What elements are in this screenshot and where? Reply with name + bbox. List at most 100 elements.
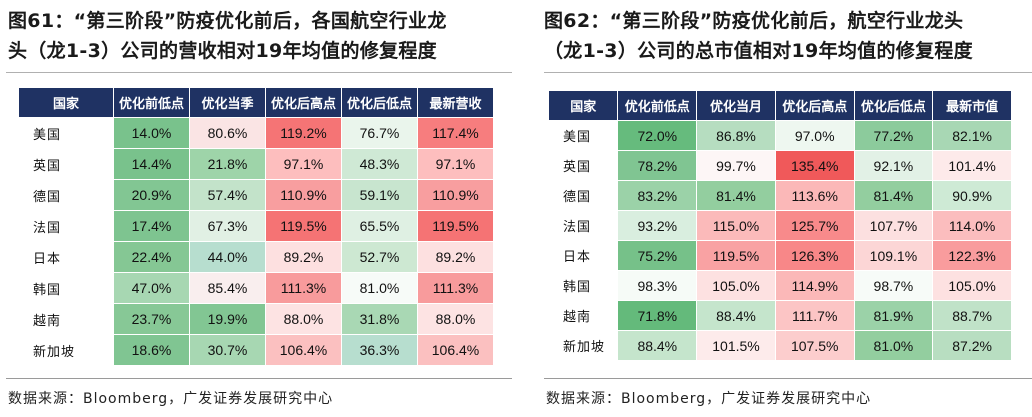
title-divider xyxy=(544,72,1032,73)
table-row: 英国 78.2% 99.7% 135.4% 92.1% 101.4% xyxy=(547,150,1012,181)
value-cell: 101.5% xyxy=(696,330,776,361)
value-cell: 67.3% xyxy=(189,210,266,242)
figure-62-panel: 图62：“第三阶段”防疫优化前后，航空行业龙头 （龙1-3）公司的总市值相对19… xyxy=(536,0,1032,417)
value-cell: 23.7% xyxy=(113,303,190,335)
source-note: 数据来源：Bloomberg，广发证券发展研究中心 xyxy=(546,391,872,407)
value-cell: 105.0% xyxy=(932,270,1012,301)
value-cell: 107.5% xyxy=(774,330,855,361)
column-header-country: 国家 xyxy=(547,90,619,121)
value-cell: 52.7% xyxy=(341,241,418,273)
value-cell: 88.7% xyxy=(932,300,1012,331)
value-cell: 72.0% xyxy=(617,120,698,151)
table-row: 英国 14.4% 21.8% 97.1% 48.3% 97.1% xyxy=(18,148,494,180)
table-row: 美国 14.0% 80.6% 119.2% 76.7% 117.4% xyxy=(18,117,494,149)
table-row: 日本 75.2% 119.5% 126.3% 109.1% 122.3% xyxy=(547,240,1012,271)
table-row: 法国 93.2% 115.0% 125.7% 107.7% 114.0% xyxy=(547,210,1012,241)
table-row: 德国 20.9% 57.4% 110.9% 59.1% 110.9% xyxy=(18,179,494,211)
value-cell: 88.4% xyxy=(696,300,776,331)
country-cell: 德国 xyxy=(547,180,619,211)
table-row: 韩国 47.0% 85.4% 111.3% 81.0% 111.3% xyxy=(18,272,494,304)
figure-title: 图61：“第三阶段”防疫优化前后，各国航空行业龙 头（龙1-3）公司的营收相对1… xyxy=(8,6,510,66)
value-cell: 119.5% xyxy=(417,210,494,242)
value-cell: 114.0% xyxy=(932,210,1012,241)
table-row: 法国 17.4% 67.3% 119.5% 65.5% 119.5% xyxy=(18,210,494,242)
value-cell: 47.0% xyxy=(113,272,190,304)
figure-title-line-1: 图62：“第三阶段”防疫优化前后，航空行业龙头 xyxy=(544,10,964,32)
value-cell: 71.8% xyxy=(617,300,698,331)
value-cell: 98.7% xyxy=(853,270,934,301)
column-header: 优化后高点 xyxy=(774,90,855,121)
table-row: 日本 22.4% 44.0% 89.2% 52.7% 89.2% xyxy=(18,241,494,273)
value-cell: 105.0% xyxy=(696,270,776,301)
value-cell: 122.3% xyxy=(932,240,1012,271)
column-header: 优化前低点 xyxy=(113,87,190,118)
value-cell: 83.2% xyxy=(617,180,698,211)
value-cell: 88.0% xyxy=(265,303,342,335)
column-header: 优化后低点 xyxy=(853,90,934,121)
table-row: 德国 83.2% 81.4% 113.6% 81.4% 90.9% xyxy=(547,180,1012,211)
value-cell: 97.1% xyxy=(265,148,342,180)
value-cell: 97.0% xyxy=(774,120,855,151)
table-row: 新加坡 18.6% 30.7% 106.4% 36.3% 106.4% xyxy=(18,334,494,366)
value-cell: 87.2% xyxy=(932,330,1012,361)
column-header: 最新营收 xyxy=(417,87,494,118)
value-cell: 88.4% xyxy=(617,330,698,361)
column-header: 优化后高点 xyxy=(265,87,342,118)
column-header: 优化当月 xyxy=(696,90,776,121)
country-cell: 英国 xyxy=(547,150,619,181)
value-cell: 57.4% xyxy=(189,179,266,211)
value-cell: 81.4% xyxy=(853,180,934,211)
source-note: 数据来源：Bloomberg，广发证券发展研究中心 xyxy=(8,391,334,407)
column-header: 最新市值 xyxy=(932,90,1012,121)
value-cell: 14.4% xyxy=(113,148,190,180)
value-cell: 80.6% xyxy=(189,117,266,149)
country-cell: 新加坡 xyxy=(547,330,619,361)
value-cell: 75.2% xyxy=(617,240,698,271)
table-row: 新加坡 88.4% 101.5% 107.5% 81.0% 87.2% xyxy=(547,330,1012,361)
table-row: 美国 72.0% 86.8% 97.0% 77.2% 82.1% xyxy=(547,120,1012,151)
value-cell: 89.2% xyxy=(417,241,494,273)
value-cell: 48.3% xyxy=(341,148,418,180)
country-cell: 法国 xyxy=(547,210,619,241)
value-cell: 21.8% xyxy=(189,148,266,180)
country-cell: 越南 xyxy=(547,300,619,331)
value-cell: 82.1% xyxy=(932,120,1012,151)
figure-61-panel: 图61：“第三阶段”防疫优化前后，各国航空行业龙 头（龙1-3）公司的营收相对1… xyxy=(0,0,514,417)
value-cell: 101.4% xyxy=(932,150,1012,181)
column-header-country: 国家 xyxy=(18,87,114,118)
table-row: 韩国 98.3% 105.0% 114.9% 98.7% 105.0% xyxy=(547,270,1012,301)
value-cell: 81.4% xyxy=(696,180,776,211)
country-cell: 德国 xyxy=(18,179,114,211)
table-row: 越南 23.7% 19.9% 88.0% 31.8% 88.0% xyxy=(18,303,494,335)
value-cell: 119.5% xyxy=(265,210,342,242)
column-header: 优化前低点 xyxy=(617,90,698,121)
value-cell: 36.3% xyxy=(341,334,418,366)
value-cell: 78.2% xyxy=(617,150,698,181)
revenue-recovery-table: 国家 优化前低点 优化当季 优化后高点 优化后低点 最新营收 美国 14.0% 80.6% 11… xyxy=(18,87,494,366)
table-row: 越南 71.8% 88.4% 111.7% 81.9% 88.7% xyxy=(547,300,1012,331)
market-cap-recovery-table: 国家 优化前低点 优化当月 优化后高点 优化后低点 最新市值 美国 72.0% 86.8% 97… xyxy=(547,90,1012,361)
value-cell: 20.9% xyxy=(113,179,190,211)
value-cell: 106.4% xyxy=(265,334,342,366)
table-header-row: 国家 优化前低点 优化当季 优化后高点 优化后低点 最新营收 xyxy=(18,87,494,118)
value-cell: 107.7% xyxy=(853,210,934,241)
value-cell: 109.1% xyxy=(853,240,934,271)
value-cell: 135.4% xyxy=(774,150,855,181)
figure-title-line-2: （龙1-3）公司的总市值相对19年均值的修复程度 xyxy=(544,40,973,62)
value-cell: 81.0% xyxy=(341,272,418,304)
country-cell: 韩国 xyxy=(547,270,619,301)
country-cell: 新加坡 xyxy=(18,334,114,366)
value-cell: 98.3% xyxy=(617,270,698,301)
value-cell: 31.8% xyxy=(341,303,418,335)
value-cell: 110.9% xyxy=(265,179,342,211)
table-header-row: 国家 优化前低点 优化当月 优化后高点 优化后低点 最新市值 xyxy=(547,90,1012,121)
value-cell: 111.3% xyxy=(417,272,494,304)
country-cell: 英国 xyxy=(18,148,114,180)
country-cell: 法国 xyxy=(18,210,114,242)
value-cell: 77.2% xyxy=(853,120,934,151)
value-cell: 89.2% xyxy=(265,241,342,273)
value-cell: 126.3% xyxy=(774,240,855,271)
value-cell: 30.7% xyxy=(189,334,266,366)
value-cell: 119.2% xyxy=(265,117,342,149)
value-cell: 93.2% xyxy=(617,210,698,241)
